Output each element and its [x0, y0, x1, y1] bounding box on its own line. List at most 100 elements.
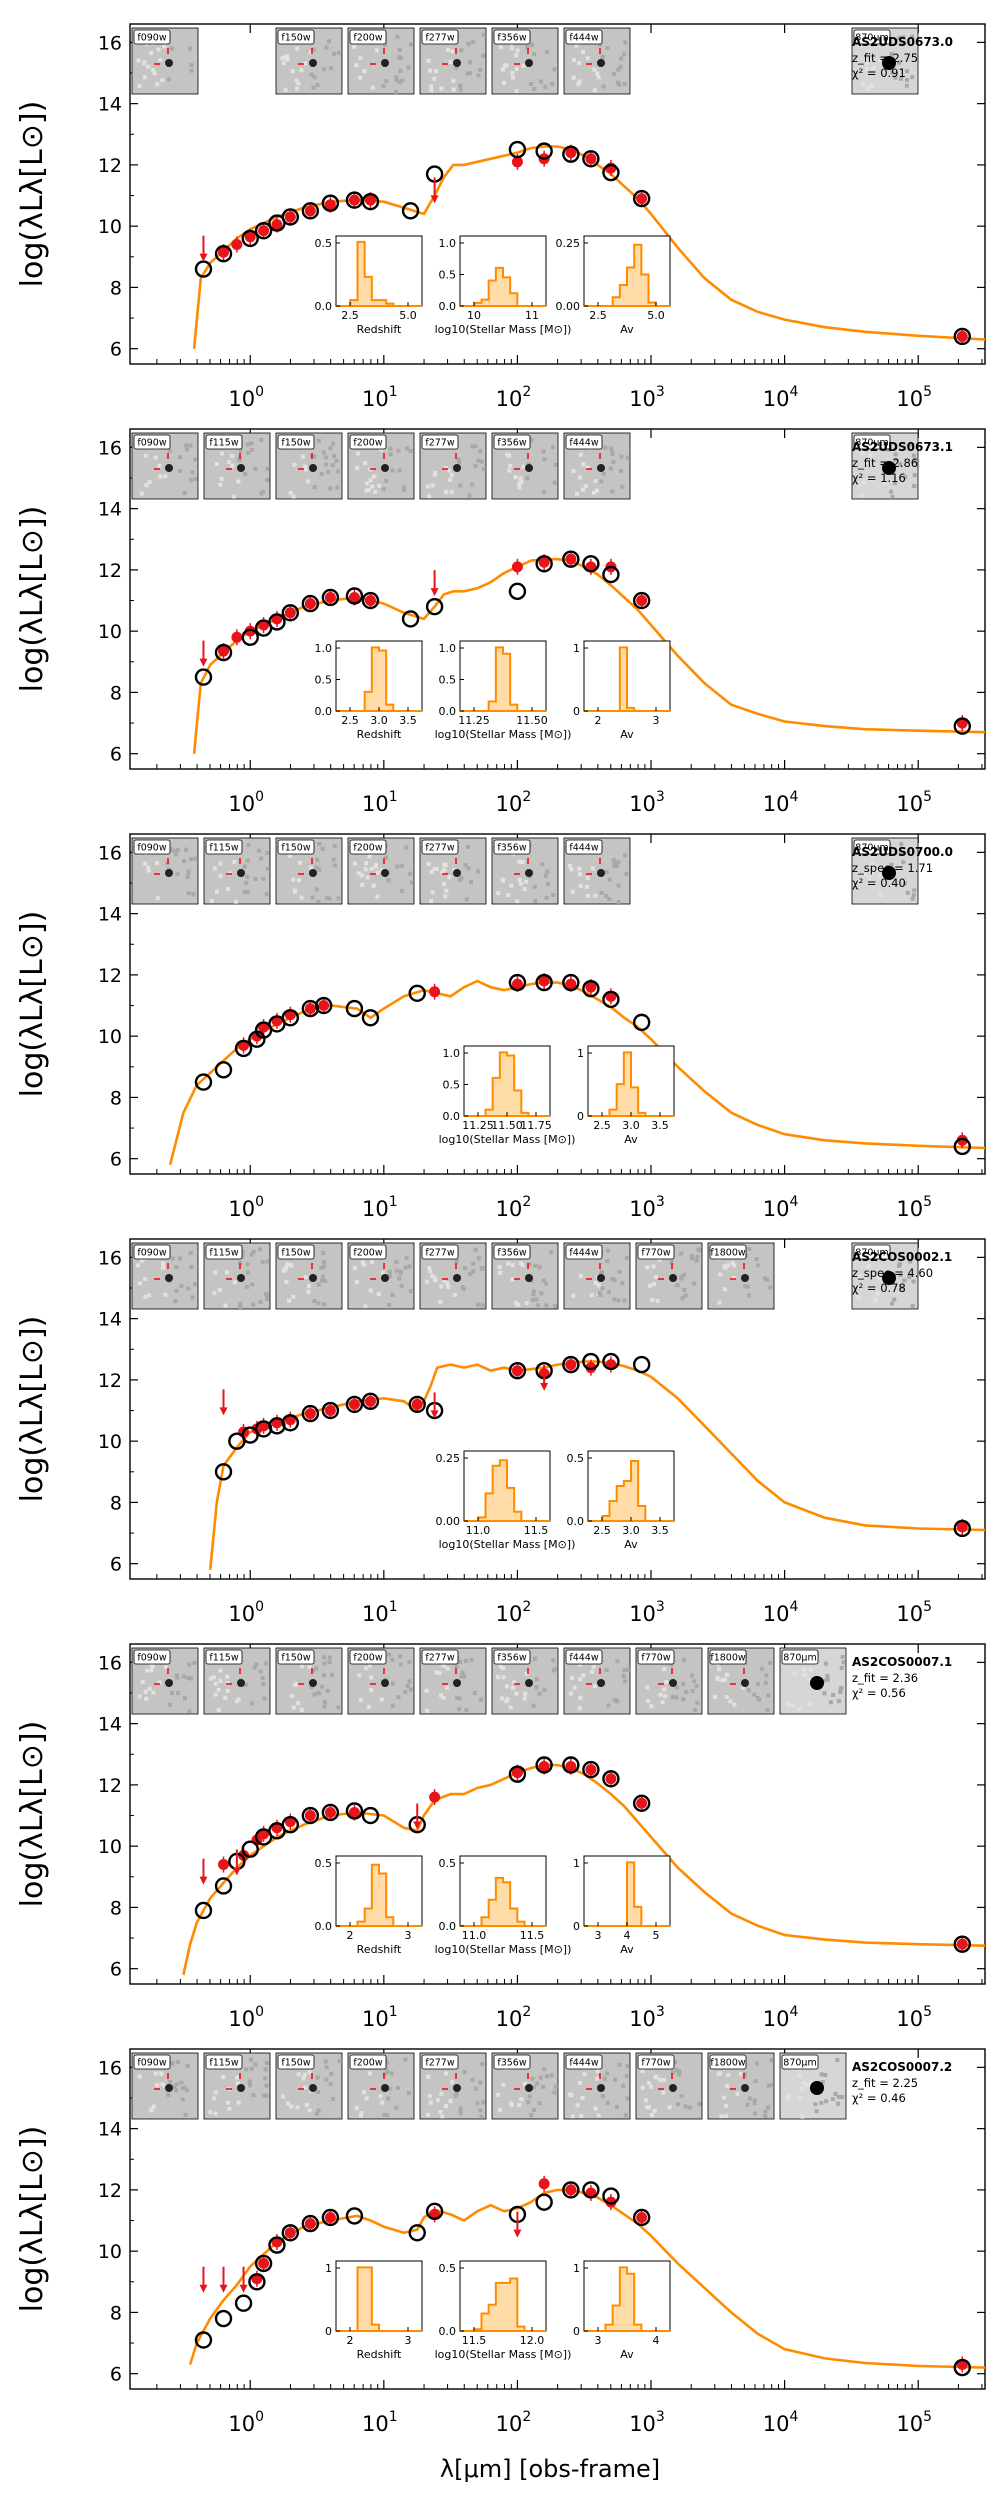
observed-point [324, 199, 336, 211]
model-photometry-point [602, 163, 620, 182]
x-tick-label: 100 [228, 2004, 264, 2031]
cutout-stamp: 870μm [851, 837, 919, 905]
model-photometry-point [508, 582, 527, 601]
cutout-stamp: f770w [635, 2052, 703, 2120]
model-photometry-point [241, 1840, 259, 1858]
inset-x-tick: 2.5 [593, 1119, 611, 1132]
posterior-histogram [584, 1861, 670, 1927]
model-photometry-point [214, 1877, 233, 1895]
model-photometry-point [632, 189, 651, 208]
inset-y-tick: 0.5 [567, 1452, 585, 1465]
observed-point [585, 981, 597, 993]
stamp-filter-label: f200w [353, 1653, 382, 1664]
x-tick-label: 103 [629, 1599, 665, 1626]
redshift-label: z_fit = 2.25 [852, 2076, 918, 2090]
upper-limit-arrow [540, 1364, 549, 1391]
model-photometry-point [361, 1392, 380, 1411]
inset-x-label: log10(Stellar Mass [M⊙]) [435, 2348, 572, 2361]
observed-point [244, 231, 256, 243]
observed-point [565, 978, 577, 990]
inset-x-tick: 12.0 [520, 2334, 545, 2347]
cutout-stamp: f356w [491, 2052, 559, 2120]
inset-x-label: Av [624, 1133, 638, 1146]
model-photometry-point [408, 2224, 426, 2242]
inset-x-tick: 2 [347, 2334, 354, 2347]
stamp-filter-label: 870μm [855, 33, 888, 44]
x-tick-label: 100 [228, 1599, 264, 1626]
inset-y-tick: 0.25 [556, 237, 581, 250]
model-photometry-point [194, 668, 213, 686]
model-photometry-point [401, 202, 420, 220]
inset-x-tick: 3.0 [622, 1119, 640, 1132]
model-photometry-point [425, 2202, 444, 2221]
cutout-stamp: f150w [275, 1242, 343, 1310]
observed-point [956, 330, 968, 342]
model-photometry-point [632, 591, 651, 610]
y-tick-label: 6 [110, 339, 122, 361]
stamp-filter-label: f356w [497, 438, 526, 449]
inset-x-tick: 2.5 [341, 309, 359, 322]
stamp-filter-label: f277w [425, 1653, 454, 1664]
stamp-filter-label: f115w [209, 1653, 238, 1664]
inset-x-tick: 11.75 [520, 1119, 552, 1132]
model-photometry-point [953, 2358, 971, 2377]
y-tick-label: 16 [98, 1247, 122, 1269]
cutout-stamp: f150w [275, 1647, 343, 1715]
model-photometry-point [301, 1404, 320, 1423]
model-photometry-point [248, 2273, 266, 2291]
y-axis-label: log(λLλ[L⊙]) [15, 911, 50, 1098]
observed-point [538, 556, 550, 568]
sed-panel-AS2UDS0673.0: 6 8 10 12 14 16 100 101 102 103 104 105 log(λLλ[L⊙])… [15, 23, 986, 411]
stamp-filter-label: f150w [281, 1248, 310, 1259]
upper-limit-arrow [430, 1392, 439, 1419]
model-photometry-point [315, 996, 333, 1015]
inset-x-tick: 11.50 [516, 714, 548, 727]
y-tick-label: 8 [110, 1492, 122, 1514]
inset-y-tick: 0.0 [439, 705, 457, 718]
model-photometry-point [321, 588, 340, 607]
x-tick-label: 101 [362, 1599, 398, 1626]
x-tick-label: 105 [896, 384, 932, 411]
inset-x-tick: 2.5 [593, 1524, 611, 1537]
inset-y-tick: 0.5 [439, 2262, 457, 2275]
stamp-filter-label: f200w [353, 2058, 382, 2069]
redshift-label: z_fit = 2.86 [852, 456, 918, 470]
cutout-stamp: f090w [131, 1647, 199, 1715]
x-tick-label: 100 [228, 2409, 264, 2436]
observed-point [304, 598, 316, 610]
upper-limit-arrow [199, 640, 208, 667]
model-photometry-point [281, 1009, 300, 1027]
inset-x-label: log10(Stellar Mass [M⊙]) [439, 1133, 576, 1146]
observed-point [605, 2196, 617, 2208]
model-photometry-point [361, 591, 380, 610]
model-photometry-point [345, 1802, 364, 1820]
stamp-filter-label: f200w [353, 843, 382, 854]
chi2-label: χ² = 0.91 [852, 66, 906, 80]
y-tick-label: 6 [110, 2364, 122, 2386]
inset-y-tick: 0.5 [443, 1079, 461, 1092]
model-photometry-point [535, 973, 553, 992]
inset-x-label: Redshift [357, 728, 402, 741]
x-tick-label: 105 [896, 1194, 932, 1221]
y-tick-label: 10 [98, 621, 122, 643]
inset-x-tick: 11 [525, 309, 539, 322]
stamp-filter-label: 870μm [855, 1248, 888, 1259]
model-sed-line [168, 979, 985, 1166]
cutout-stamp: f115w [203, 2052, 271, 2120]
model-photometry-point [582, 2181, 600, 2199]
observed-point [348, 1398, 360, 1410]
model-photometry-point [214, 1061, 233, 1079]
stamp-filter-label: f115w [209, 2058, 238, 2069]
stamp-filter-label: f1800w [710, 1248, 746, 1259]
observed-point [429, 986, 441, 998]
x-tick-label: 105 [896, 2004, 932, 2031]
model-photometry-point [953, 1935, 971, 1953]
model-photometry-point [953, 717, 971, 735]
inset-y-tick: 1 [325, 2262, 332, 2275]
cutout-stamp: f200w [347, 837, 415, 905]
